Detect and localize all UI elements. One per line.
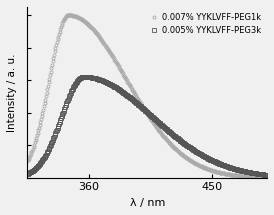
0.007% YYKLVFF-PEG1k [137,99,140,101]
0.007% YYKLVFF-PEG1k [26,160,29,163]
0.005% YYKLVFF-PEG3k [137,103,140,106]
Legend: 0.007% YYKLVFF-PEG1k, 0.005% YYKLVFF-PEG3k: 0.007% YYKLVFF-PEG1k, 0.005% YYKLVFF-PEG… [147,11,263,37]
0.005% YYKLVFF-PEG3k [265,174,268,176]
0.007% YYKLVFF-PEG1k [154,125,157,127]
X-axis label: λ / nm: λ / nm [130,198,165,208]
0.005% YYKLVFF-PEG3k [255,172,259,175]
0.005% YYKLVFF-PEG3k [90,76,93,79]
0.005% YYKLVFF-PEG3k [154,118,157,121]
0.005% YYKLVFF-PEG3k [262,173,266,176]
Y-axis label: Intensity / a. u.: Intensity / a. u. [7,53,17,132]
Line: 0.005% YYKLVFF-PEG3k: 0.005% YYKLVFF-PEG3k [26,75,268,176]
0.005% YYKLVFF-PEG3k [26,173,29,175]
0.007% YYKLVFF-PEG1k [67,14,70,16]
0.005% YYKLVFF-PEG3k [168,130,171,133]
0.007% YYKLVFF-PEG1k [265,176,268,178]
Line: 0.007% YYKLVFF-PEG1k: 0.007% YYKLVFF-PEG1k [26,14,268,179]
0.007% YYKLVFF-PEG1k [255,176,259,178]
0.007% YYKLVFF-PEG1k [168,141,171,144]
0.007% YYKLVFF-PEG1k [90,27,93,29]
0.007% YYKLVFF-PEG1k [262,176,266,178]
0.005% YYKLVFF-PEG3k [82,75,85,78]
